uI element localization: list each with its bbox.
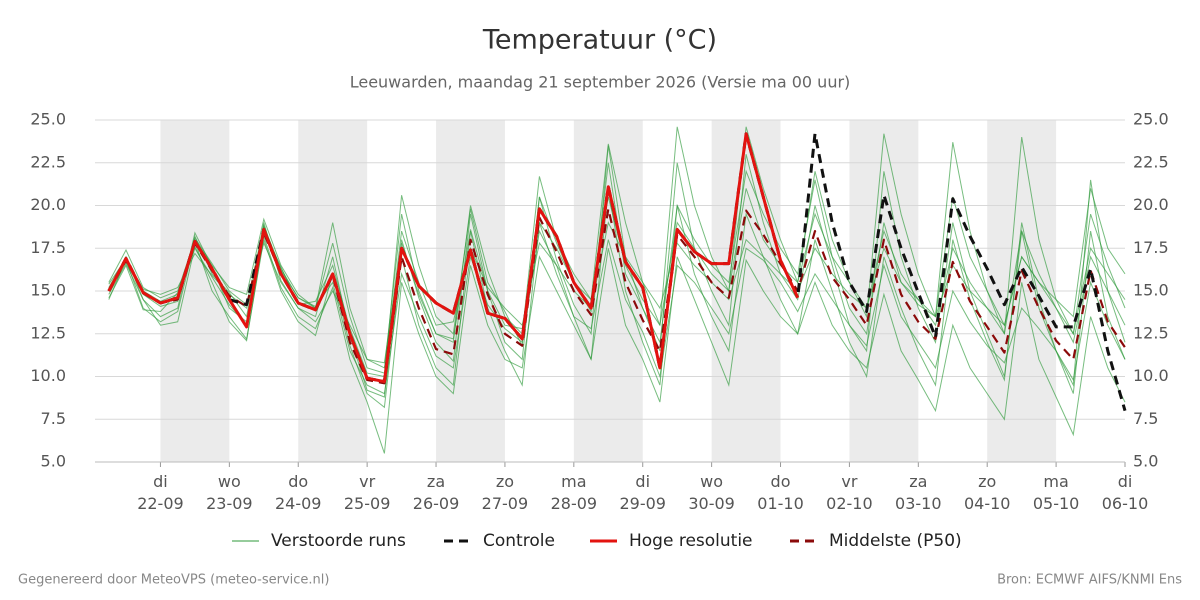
x-tick-label: za 26-09 [413,472,460,513]
ensemble-line [108,188,1126,364]
y2-tick-label: 22.5 [1133,152,1169,171]
y2-tick-label: 20.0 [1133,195,1169,214]
y-tick-label: 25.0 [30,110,66,129]
x-tick-label: zo 27-09 [482,472,529,513]
x-tick-label: zo 04-10 [964,472,1011,513]
legend-label: Hoge resolutie [629,531,753,551]
x-tick-label: za 03-10 [895,472,942,513]
x-tick-label: di 22-09 [137,472,184,513]
ensemble-line [108,236,1126,454]
y-tick-label: 5.0 [41,452,66,471]
y-tick-label: 22.5 [30,152,66,171]
y2-tick-label: 5.0 [1133,452,1158,471]
legend-label: Middelste (P50) [829,531,962,551]
x-tick-label: ma 28-09 [551,472,598,513]
x-tick-label: di 29-09 [619,472,666,513]
chart-title: Temperatuur (°C) [482,25,717,56]
x-tick-label: di 06-10 [1102,472,1149,513]
y2-tick-label: 17.5 [1133,238,1169,257]
ensemble-line [108,126,1126,369]
y2-tick-label: 12.5 [1133,323,1169,342]
y2-tick-label: 15.0 [1133,281,1169,300]
ensemble-line [108,145,1126,398]
legend-label: Verstoorde runs [271,531,406,551]
y2-tick-label: 7.5 [1133,409,1158,428]
y-tick-label: 17.5 [30,238,66,257]
y-tick-label: 7.5 [41,409,66,428]
y-tick-label: 12.5 [30,323,66,342]
x-tick-label: ma 05-10 [1033,472,1080,513]
chart-subtitle: Leeuwarden, maandag 21 september 2026 (V… [350,73,851,92]
y2-tick-label: 10.0 [1133,366,1169,385]
y-tick-label: 20.0 [30,195,66,214]
y-tick-label: 10.0 [30,366,66,385]
x-tick-label: wo 30-09 [688,472,735,513]
x-tick-label: do 24-09 [275,472,322,513]
x-tick-label: vr 02-10 [826,472,873,513]
legend-label: Controle [483,531,555,551]
y2-tick-label: 25.0 [1133,110,1169,129]
x-tick-label: do 01-10 [757,472,804,513]
source-left: Gegenereerd door MeteoVPS (meteo-service… [18,573,329,588]
x-tick-label: vr 25-09 [344,472,391,513]
series-line [107,132,800,384]
source-right: Bron: ECMWF AIFS/KNMI Ens [997,573,1182,588]
x-tick-label: wo 23-09 [206,472,253,513]
ensemble-line [108,188,1126,374]
y-tick-label: 15.0 [30,281,66,300]
